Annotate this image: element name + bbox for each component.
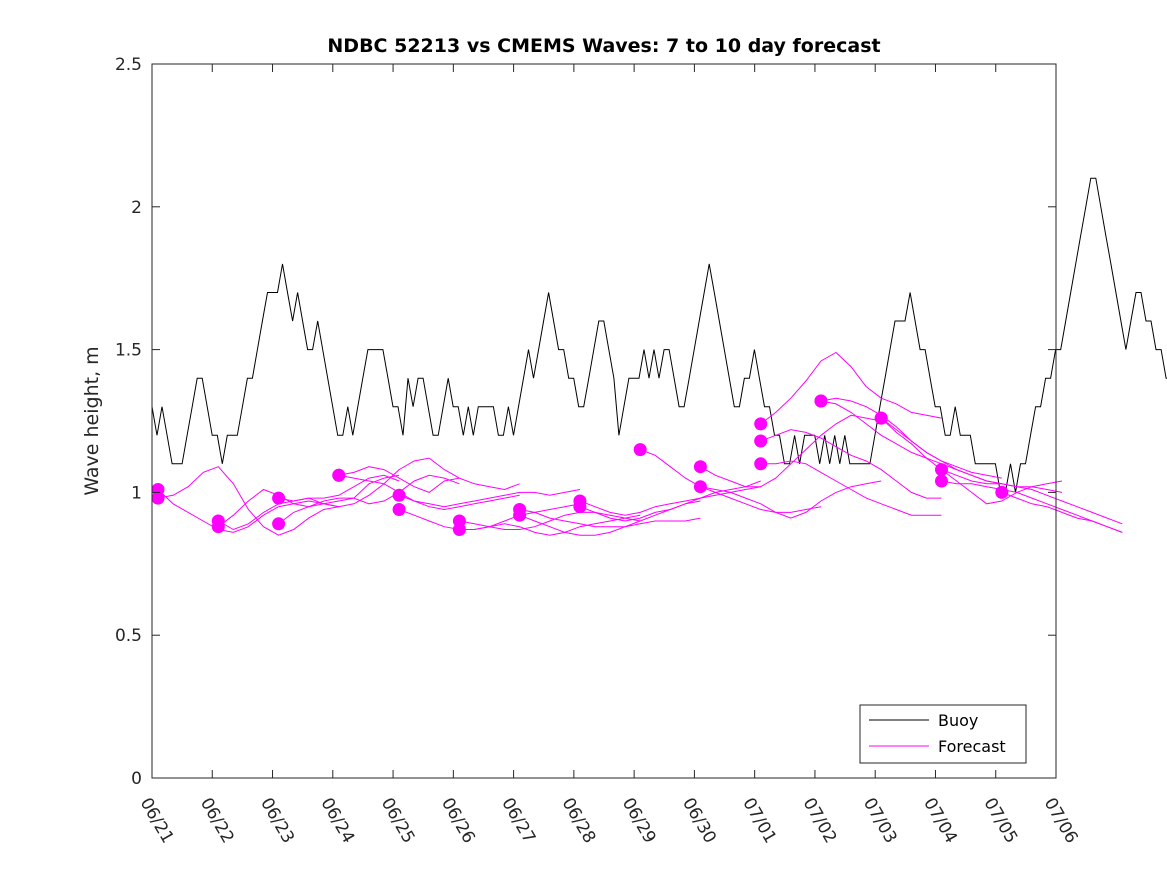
forecast-line-22 — [760, 460, 942, 516]
forecast-line-13 — [519, 509, 701, 528]
forecast-line-1 — [157, 489, 339, 533]
forecast-line-6 — [278, 474, 460, 525]
forecast-start-marker-10 — [392, 503, 406, 516]
plot-area — [151, 177, 1167, 536]
forecast-start-marker-26 — [874, 411, 888, 425]
forecast-start-marker-14 — [513, 508, 527, 522]
forecast-line-26 — [880, 417, 1063, 505]
forecast-start-marker-22 — [754, 457, 768, 471]
chart-title: NDBC 52213 vs CMEMS Waves: 7 to 10 day f… — [327, 35, 880, 57]
forecast-start-marker-4 — [211, 520, 225, 534]
forecast-start-marker-19 — [693, 480, 707, 494]
forecast-start-marker-17 — [633, 443, 647, 457]
axes-frame — [151, 63, 1057, 779]
forecast-line-19 — [700, 480, 882, 519]
forecast-start-marker-21 — [754, 434, 768, 448]
forecast-start-marker-24 — [814, 394, 828, 408]
forecast-line-9 — [398, 489, 580, 508]
forecast-start-marker-2 — [151, 491, 165, 505]
y-tick-label: 2 — [131, 198, 142, 218]
forecast-line-20 — [760, 351, 942, 425]
y-axis-label: Wave height, m — [81, 346, 103, 495]
buoy-series-line — [151, 177, 1167, 493]
forecast-line-21 — [760, 429, 942, 499]
forecast-line-8 — [338, 474, 520, 511]
forecast-start-marker-12 — [452, 523, 466, 536]
forecast-start-marker-20 — [754, 417, 768, 431]
forecast-line-16 — [579, 480, 761, 522]
forecast-line-17 — [640, 449, 822, 513]
forecast-line-2 — [157, 466, 339, 536]
legend-buoy-label: Buoy — [938, 711, 978, 730]
y-tick-label: 1.5 — [115, 341, 142, 361]
forecast-line-27 — [941, 469, 1123, 525]
forecast-line-7 — [338, 466, 520, 493]
legend-forecast-label: Forecast — [938, 737, 1006, 756]
forecast-start-marker-5 — [272, 491, 286, 505]
y-tick-label: 2.5 — [115, 55, 142, 75]
y-tick-label: 1 — [131, 483, 142, 503]
forecast-start-marker-16 — [573, 500, 587, 514]
axes-background — [152, 64, 1056, 778]
forecast-start-marker-9 — [392, 488, 406, 502]
y-tick-label: 0 — [131, 769, 142, 789]
forecast-line-18 — [700, 414, 882, 488]
forecast-start-marker-27 — [935, 463, 948, 477]
forecast-start-marker-6 — [272, 517, 286, 531]
forecast-start-marker-8 — [332, 468, 346, 482]
legend: Buoy Forecast — [859, 704, 1027, 764]
forecast-start-marker-28 — [935, 474, 948, 488]
forecast-line-5 — [278, 457, 460, 508]
y-tick-label: 0.5 — [115, 626, 142, 646]
forecast-start-marker-18 — [693, 460, 707, 474]
forecast-line-12 — [459, 514, 641, 536]
forecast-line-29 — [1001, 491, 1123, 533]
forecast-start-marker-29 — [995, 485, 1009, 499]
legend-box — [859, 704, 1027, 764]
